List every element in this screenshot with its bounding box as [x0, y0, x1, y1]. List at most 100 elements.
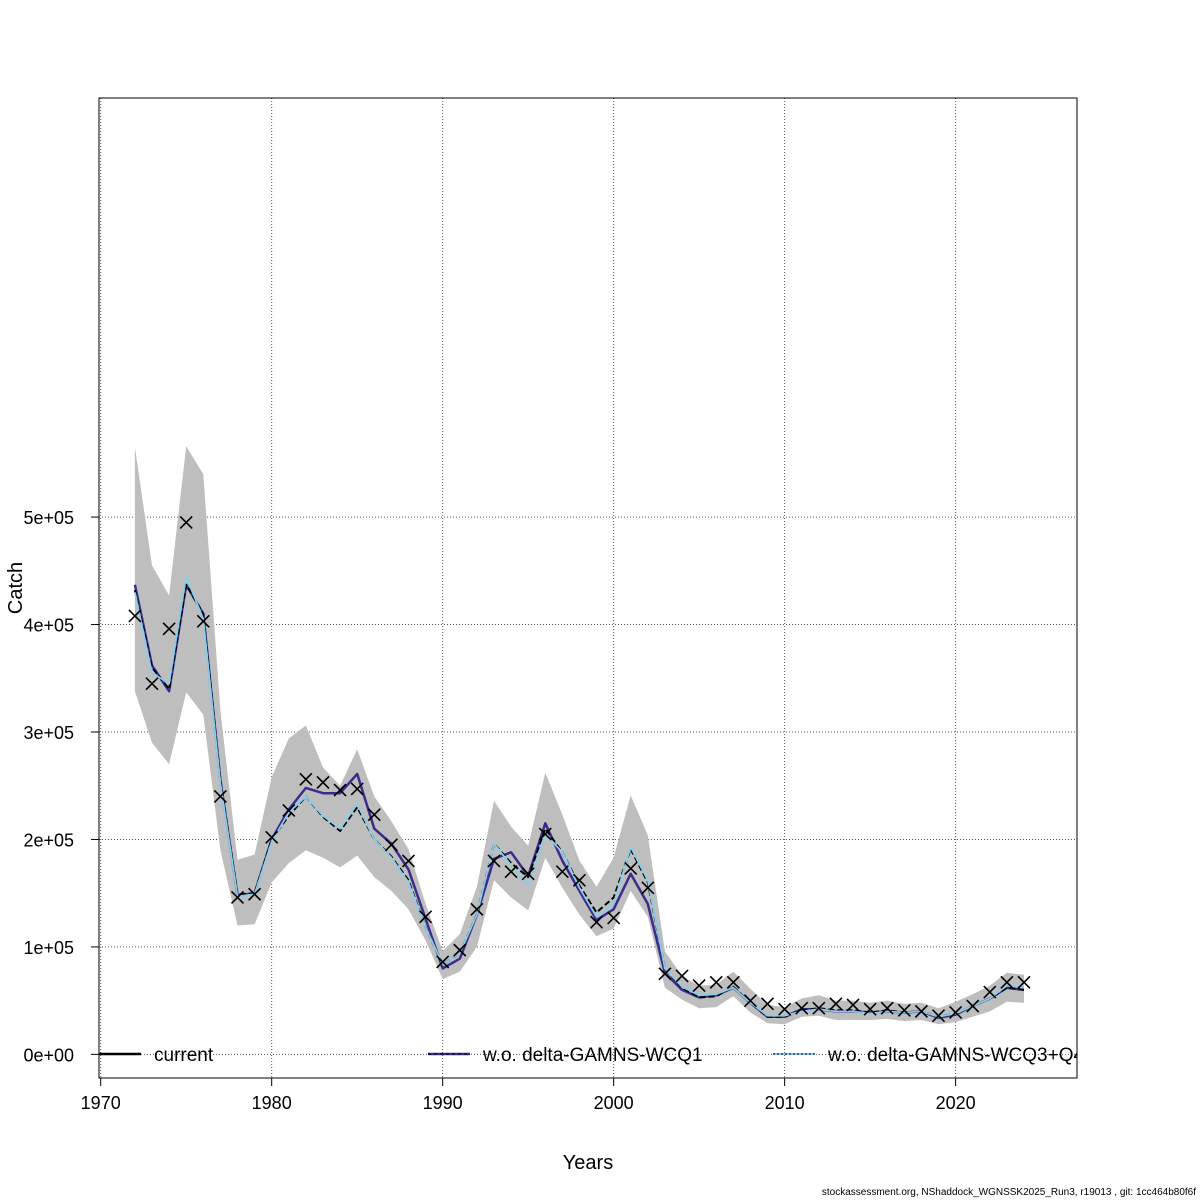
observed-point	[966, 999, 980, 1013]
observed-point	[436, 955, 450, 969]
observed-point-stroke	[812, 1001, 826, 1015]
observed-point-stroke	[162, 622, 176, 636]
observed-point-stroke	[983, 985, 997, 999]
observed-point	[145, 677, 159, 691]
observed-point	[743, 994, 757, 1008]
observed-point	[1000, 975, 1014, 989]
y-tick-label: 4e+05	[23, 616, 74, 636]
observed-point-stroke	[555, 865, 569, 879]
legend-item: current	[99, 1045, 214, 1066]
observed-point	[504, 865, 518, 879]
observed-point-stroke	[846, 998, 860, 1012]
y-tick-label: 0e+00	[23, 1045, 74, 1065]
series-line-2	[134, 575, 1025, 1018]
observed-point-stroke	[709, 975, 723, 989]
observed-point	[914, 1004, 928, 1018]
observed-point	[589, 915, 604, 929]
observed-point-stroke	[658, 967, 672, 981]
observed-point-stroke	[419, 910, 433, 924]
observed-point-stroke	[966, 999, 980, 1013]
observed-point	[658, 967, 672, 981]
observed-point	[983, 985, 997, 999]
legend-item: w.o. delta-GAMNS-WCQ1	[428, 1045, 703, 1066]
observed-point	[419, 910, 433, 924]
observed-point	[230, 890, 245, 905]
observed-point-stroke	[572, 873, 587, 887]
observed-point-stroke	[521, 867, 535, 881]
observed-point-stroke	[795, 1001, 809, 1015]
observed-point-stroke	[829, 997, 843, 1011]
observed-point	[128, 609, 142, 623]
observed-point	[299, 772, 313, 786]
confidence-band-area	[134, 446, 1024, 1025]
observed-point	[726, 975, 740, 989]
observed-point-stroke	[504, 865, 518, 879]
observed-point	[1017, 975, 1031, 989]
observed-point	[316, 775, 330, 790]
x-tick-label: 2020	[936, 1093, 976, 1113]
observed-point-stroke	[282, 803, 296, 817]
observed-point-stroke	[470, 902, 484, 916]
observed-point	[265, 830, 279, 844]
observed-point	[641, 881, 655, 895]
y-tick-label: 1e+05	[23, 938, 74, 958]
series-lines	[133, 575, 1025, 1020]
observed-point	[248, 887, 262, 901]
observed-point	[897, 1003, 911, 1017]
observed-point	[931, 1009, 946, 1023]
observed-point	[829, 997, 843, 1011]
observed-point	[350, 782, 364, 796]
observed-point	[607, 911, 621, 925]
observed-point-stroke	[914, 1004, 928, 1018]
observed-point-stroke	[1000, 975, 1014, 989]
observed-point-stroke	[401, 854, 416, 868]
observed-point-stroke	[641, 881, 655, 895]
observed-point	[470, 902, 484, 916]
observed-point	[367, 808, 381, 822]
observed-markers	[128, 515, 1031, 1023]
observed-point-stroke	[692, 979, 706, 993]
observed-point-stroke	[589, 915, 604, 929]
observed-point	[384, 838, 398, 852]
observed-point	[709, 975, 723, 989]
observed-point	[949, 1005, 963, 1020]
observed-point	[555, 865, 569, 879]
observed-point	[692, 979, 706, 993]
observed-point-stroke	[880, 1001, 894, 1015]
observed-point-stroke	[316, 775, 330, 790]
observed-point-stroke	[230, 890, 245, 905]
x-tick-label: 1980	[252, 1093, 292, 1113]
x-axis-title: Years	[563, 1152, 613, 1174]
observed-point	[521, 867, 535, 881]
observed-point-stroke	[726, 975, 740, 989]
observed-point	[863, 1002, 877, 1016]
observed-point-stroke	[196, 614, 210, 628]
observed-point-stroke	[607, 911, 621, 925]
observed-point	[572, 873, 587, 887]
observed-point-stroke	[624, 861, 638, 876]
observed-point-stroke	[778, 1002, 792, 1016]
observed-point-stroke	[179, 515, 193, 530]
observed-point-stroke	[538, 827, 552, 841]
observed-point-stroke	[299, 772, 313, 786]
observed-point-stroke	[949, 1005, 963, 1020]
observed-point	[282, 803, 296, 817]
observed-point-stroke	[128, 609, 142, 623]
observed-point	[795, 1001, 809, 1015]
observed-point-stroke	[863, 1002, 877, 1016]
plot-frame	[98, 97, 1078, 1079]
observed-point-stroke	[213, 789, 227, 804]
observed-point	[196, 614, 210, 628]
x-tick-label: 1990	[423, 1093, 463, 1113]
axes: 1970 1980 1990 2000 2010 2020 0e+00 1e+05 2e+05 3…	[23, 508, 975, 1113]
observed-point	[453, 943, 467, 957]
observed-point-stroke	[1017, 975, 1031, 989]
observed-point-stroke	[384, 838, 398, 852]
x-tick-label: 2000	[594, 1093, 634, 1113]
observed-point	[538, 827, 552, 841]
confidence-band	[134, 446, 1024, 1025]
observed-point-stroke	[436, 955, 450, 969]
legend: current w.o. delta-GAMNS-WCQ1 w.o. delta-G…	[99, 1045, 1077, 1066]
observed-point	[675, 969, 689, 983]
